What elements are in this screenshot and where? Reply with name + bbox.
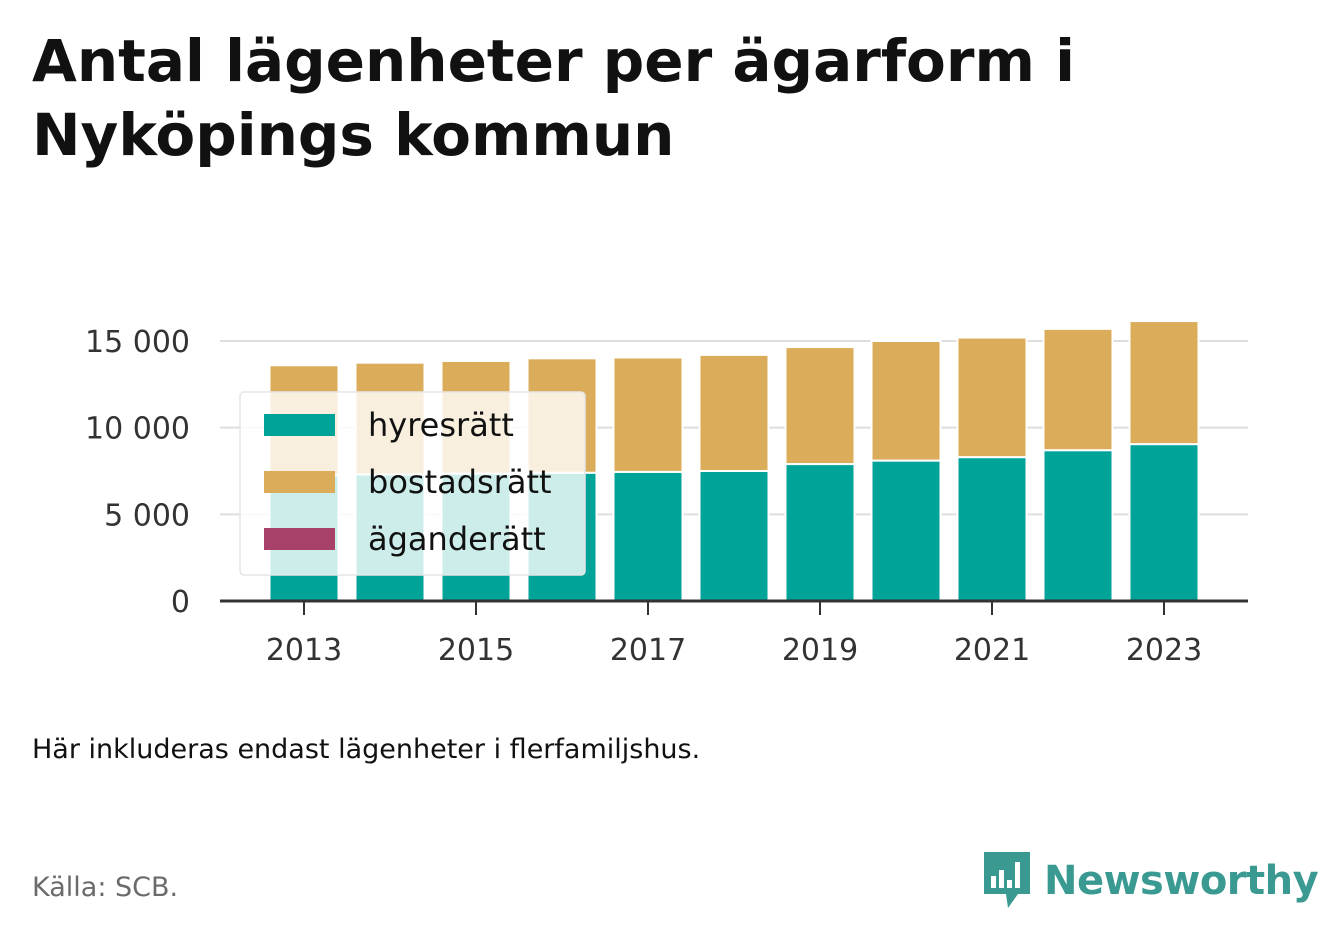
bar-chart-icon <box>984 852 1030 908</box>
bar-bostadsrätt-2018 <box>698 353 770 472</box>
legend-swatch-äganderätt <box>264 528 335 550</box>
y-tick-label: 0 <box>171 585 190 620</box>
x-tick-label: 2019 <box>782 633 858 668</box>
legend-swatch-hyresrätt <box>264 414 335 436</box>
legend-label-äganderätt: äganderätt <box>368 520 546 558</box>
bar-hyresrätt-2018 <box>698 470 770 602</box>
bar-bostadsrätt-2019 <box>784 346 856 466</box>
bar-hyresrätt-2021 <box>956 456 1028 602</box>
x-tick-label: 2021 <box>954 633 1030 668</box>
newsworthy-logo[interactable]: Newsworthy <box>982 850 1319 912</box>
bar-hyresrätt-2017 <box>612 470 684 602</box>
stacked-bar-chart: 0 5 000 10 000 15 000 2013 2015 2017 2019 2021 20… <box>85 320 1248 668</box>
legend-label-bostadsrätt: bostadsrätt <box>368 463 552 501</box>
legend-swatch-bostadsrätt <box>264 471 335 493</box>
brand-name: Newsworthy <box>1044 858 1319 904</box>
bar-bostadsrätt-2020 <box>870 340 942 462</box>
bar-hyresrätt-2022 <box>1042 449 1114 603</box>
bar-bostadsrätt-2021 <box>956 336 1028 459</box>
y-tick-label: 10 000 <box>85 412 190 447</box>
bar-bostadsrätt-2022 <box>1042 327 1114 452</box>
bar-hyresrätt-2019 <box>784 463 856 603</box>
bar-bostadsrätt-2023 <box>1128 320 1200 446</box>
y-tick-label: 5 000 <box>104 498 190 533</box>
bar-hyresrätt-2020 <box>870 459 942 602</box>
x-tick-label: 2023 <box>1126 633 1202 668</box>
chart-title: Antal lägenheter per ägarform i Nyköping… <box>32 27 1076 169</box>
chart-caption: Här inkluderas endast lägenheter i flerf… <box>32 734 701 765</box>
legend-label-hyresrätt: hyresrätt <box>368 406 514 444</box>
bar-bostadsrätt-2017 <box>612 356 684 473</box>
x-tick-label: 2013 <box>266 633 342 668</box>
source-note: Källa: SCB. <box>32 872 179 903</box>
bar-hyresrätt-2023 <box>1128 443 1200 602</box>
x-tick-label: 2015 <box>438 633 514 668</box>
y-tick-label: 15 000 <box>85 325 190 360</box>
x-tick-label: 2017 <box>610 633 686 668</box>
